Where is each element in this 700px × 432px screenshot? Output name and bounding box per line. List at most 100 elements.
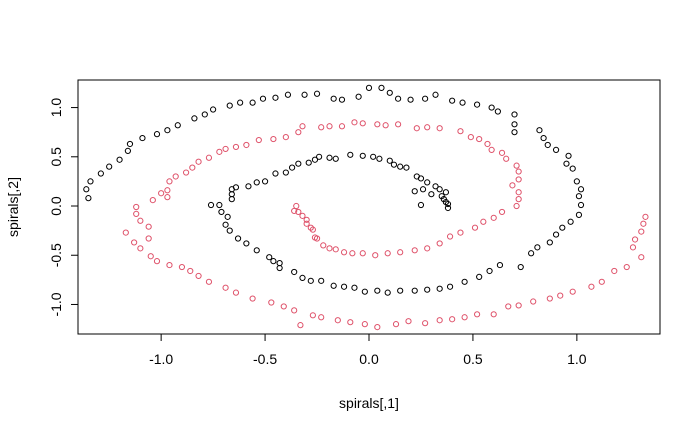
- x-tick-label: 0.5: [463, 351, 483, 367]
- data-point-series-1: [365, 84, 373, 91]
- data-point-series-2: [405, 318, 412, 325]
- data-point-series-1: [164, 127, 171, 134]
- data-point-series-2: [295, 208, 302, 216]
- data-point-series-2: [187, 267, 194, 275]
- data-point-series-2: [347, 319, 354, 326]
- data-point-series-1: [243, 240, 250, 247]
- data-point-series-1: [536, 127, 543, 134]
- data-point-series-2: [297, 322, 304, 329]
- data-point-series-1: [355, 93, 362, 100]
- data-point-series-2: [461, 314, 468, 321]
- data-point-series-2: [249, 295, 256, 302]
- data-point-series-1: [446, 283, 454, 290]
- data-point-series-2: [166, 261, 173, 269]
- data-point-series-1: [511, 129, 518, 136]
- data-point-series-2: [515, 196, 522, 203]
- data-point-series-2: [158, 190, 165, 197]
- data-point-series-2: [488, 146, 495, 153]
- data-point-series-1: [496, 261, 504, 269]
- data-point-series-1: [517, 263, 524, 271]
- data-point-series-2: [436, 125, 443, 132]
- data-point-series-2: [309, 226, 316, 233]
- data-point-series-1: [386, 89, 393, 96]
- data-point-series-2: [291, 207, 298, 215]
- data-point-series-1: [436, 186, 443, 193]
- data-points: [83, 84, 649, 331]
- data-point-series-1: [459, 99, 466, 106]
- data-point-series-2: [374, 324, 381, 331]
- data-point-series-1: [494, 108, 501, 115]
- data-point-series-1: [432, 183, 439, 190]
- data-point-series-2: [382, 122, 389, 129]
- data-point-series-1: [577, 201, 585, 209]
- data-point-series-2: [505, 303, 512, 310]
- data-point-series-1: [295, 160, 302, 167]
- data-point-series-1: [126, 140, 134, 148]
- y-axis-title: spirals[,2]: [5, 177, 21, 237]
- data-point-series-2: [291, 307, 298, 314]
- data-point-series-1: [488, 104, 495, 111]
- data-point-series-1: [378, 84, 385, 91]
- data-point-series-1: [191, 115, 198, 122]
- data-point-series-2: [178, 263, 186, 271]
- data-point-series-2: [424, 124, 431, 131]
- data-point-series-1: [376, 155, 383, 162]
- data-point-series-2: [411, 247, 418, 254]
- y-tick-label: 1.0: [48, 98, 64, 118]
- data-point-series-1: [534, 244, 541, 251]
- data-point-series-2: [232, 289, 240, 296]
- data-point-series-2: [422, 320, 429, 327]
- data-point-series-1: [224, 213, 231, 220]
- data-point-series-1: [386, 157, 393, 164]
- x-tick-label: 0.0: [359, 351, 379, 367]
- data-point-series-1: [332, 155, 339, 162]
- data-point-series-1: [563, 160, 570, 167]
- data-point-series-1: [565, 152, 572, 159]
- data-point-series-2: [498, 208, 506, 216]
- data-point-series-2: [515, 168, 522, 175]
- data-point-series-2: [303, 216, 310, 223]
- data-point-series-2: [642, 213, 649, 220]
- data-point-series-2: [309, 312, 316, 319]
- data-point-series-1: [316, 153, 323, 160]
- data-point-series-2: [318, 124, 325, 131]
- data-point-series-2: [413, 125, 420, 132]
- data-point-series-2: [471, 224, 479, 231]
- data-point-series-1: [577, 186, 585, 193]
- data-point-series-2: [530, 298, 537, 305]
- data-point-series-1: [374, 287, 381, 294]
- data-point-series-2: [640, 220, 647, 227]
- data-point-series-1: [237, 99, 244, 106]
- data-point-series-2: [457, 128, 464, 135]
- data-point-series-2: [449, 316, 456, 323]
- data-point-series-2: [515, 302, 522, 309]
- data-point-series-1: [552, 146, 560, 153]
- data-point-series-1: [210, 106, 217, 113]
- data-point-series-1: [444, 200, 452, 208]
- data-point-series-2: [638, 228, 645, 235]
- data-point-series-2: [326, 245, 333, 252]
- x-tick-label: -1.0: [149, 351, 173, 367]
- data-point-series-1: [266, 254, 273, 261]
- data-point-series-2: [326, 123, 333, 130]
- data-point-series-1: [511, 121, 518, 128]
- data-point-series-2: [338, 123, 346, 130]
- data-point-series-1: [473, 101, 481, 108]
- data-point-series-2: [631, 236, 639, 243]
- data-point-series-2: [145, 223, 152, 230]
- data-point-series-1: [428, 191, 435, 198]
- data-point-series-2: [340, 249, 348, 256]
- y-tick-label: -0.5: [48, 243, 64, 267]
- data-point-series-1: [259, 95, 267, 102]
- data-point-series-2: [361, 321, 368, 328]
- data-point-series-2: [509, 182, 516, 189]
- data-point-series-1: [330, 282, 337, 289]
- data-point-series-1: [85, 195, 92, 202]
- data-point-series-2: [133, 210, 140, 217]
- data-point-series-2: [232, 143, 240, 151]
- data-point-series-2: [268, 299, 275, 306]
- data-point-series-1: [226, 227, 233, 234]
- data-point-series-2: [490, 214, 497, 221]
- data-point-series-2: [569, 288, 576, 295]
- data-point-series-1: [83, 186, 90, 193]
